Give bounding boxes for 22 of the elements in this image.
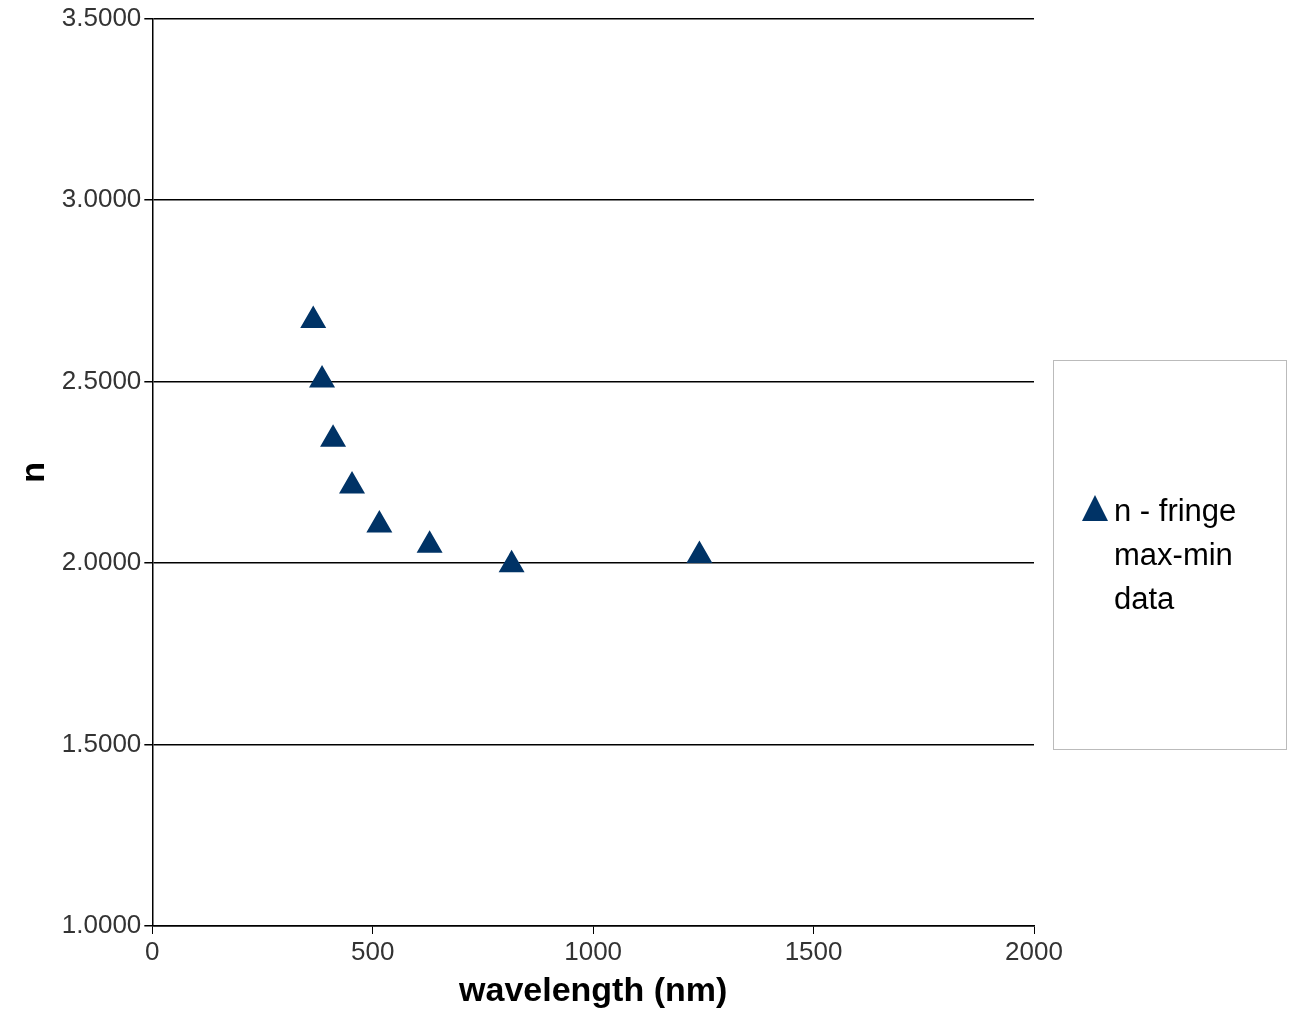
x-tick-label: 0 xyxy=(145,935,160,966)
y-tick-label: 2.5000 xyxy=(61,364,142,395)
y-tick-label: 1.5000 xyxy=(61,727,142,758)
point xyxy=(417,531,442,553)
point xyxy=(367,510,392,533)
x-axis-title: wavelength (nm) xyxy=(458,969,728,1008)
point xyxy=(687,541,712,563)
legend-label: n - fringe max-min data xyxy=(1114,492,1238,618)
point xyxy=(320,425,346,447)
x-tick-label: 2000 xyxy=(1005,935,1063,966)
point xyxy=(339,472,365,494)
x-tick-label: 500 xyxy=(351,935,395,966)
y-tick-label: 2.0000 xyxy=(61,546,142,577)
y-tick-label: 1.0000 xyxy=(61,909,142,940)
y-tick-label: 3.5000 xyxy=(61,1,142,32)
point xyxy=(309,366,335,388)
y-axis-title: n xyxy=(12,461,51,483)
point xyxy=(300,306,326,329)
y-tick-label: 3.0000 xyxy=(61,183,142,214)
point xyxy=(499,550,524,573)
x-tick-label: 1000 xyxy=(564,935,623,966)
x-tick-label: 1500 xyxy=(784,935,843,966)
